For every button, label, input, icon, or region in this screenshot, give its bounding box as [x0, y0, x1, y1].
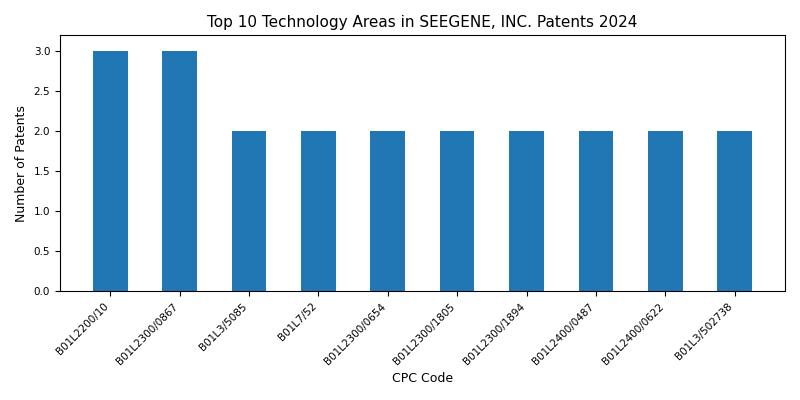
- Bar: [93, 51, 127, 292]
- Bar: [648, 131, 682, 292]
- Bar: [232, 131, 266, 292]
- Bar: [509, 131, 544, 292]
- Bar: [718, 131, 752, 292]
- Bar: [578, 131, 614, 292]
- Y-axis label: Number of Patents: Number of Patents: [15, 105, 28, 222]
- X-axis label: CPC Code: CPC Code: [392, 372, 453, 385]
- Bar: [162, 51, 197, 292]
- Title: Top 10 Technology Areas in SEEGENE, INC. Patents 2024: Top 10 Technology Areas in SEEGENE, INC.…: [207, 15, 638, 30]
- Bar: [301, 131, 336, 292]
- Bar: [440, 131, 474, 292]
- Bar: [370, 131, 405, 292]
